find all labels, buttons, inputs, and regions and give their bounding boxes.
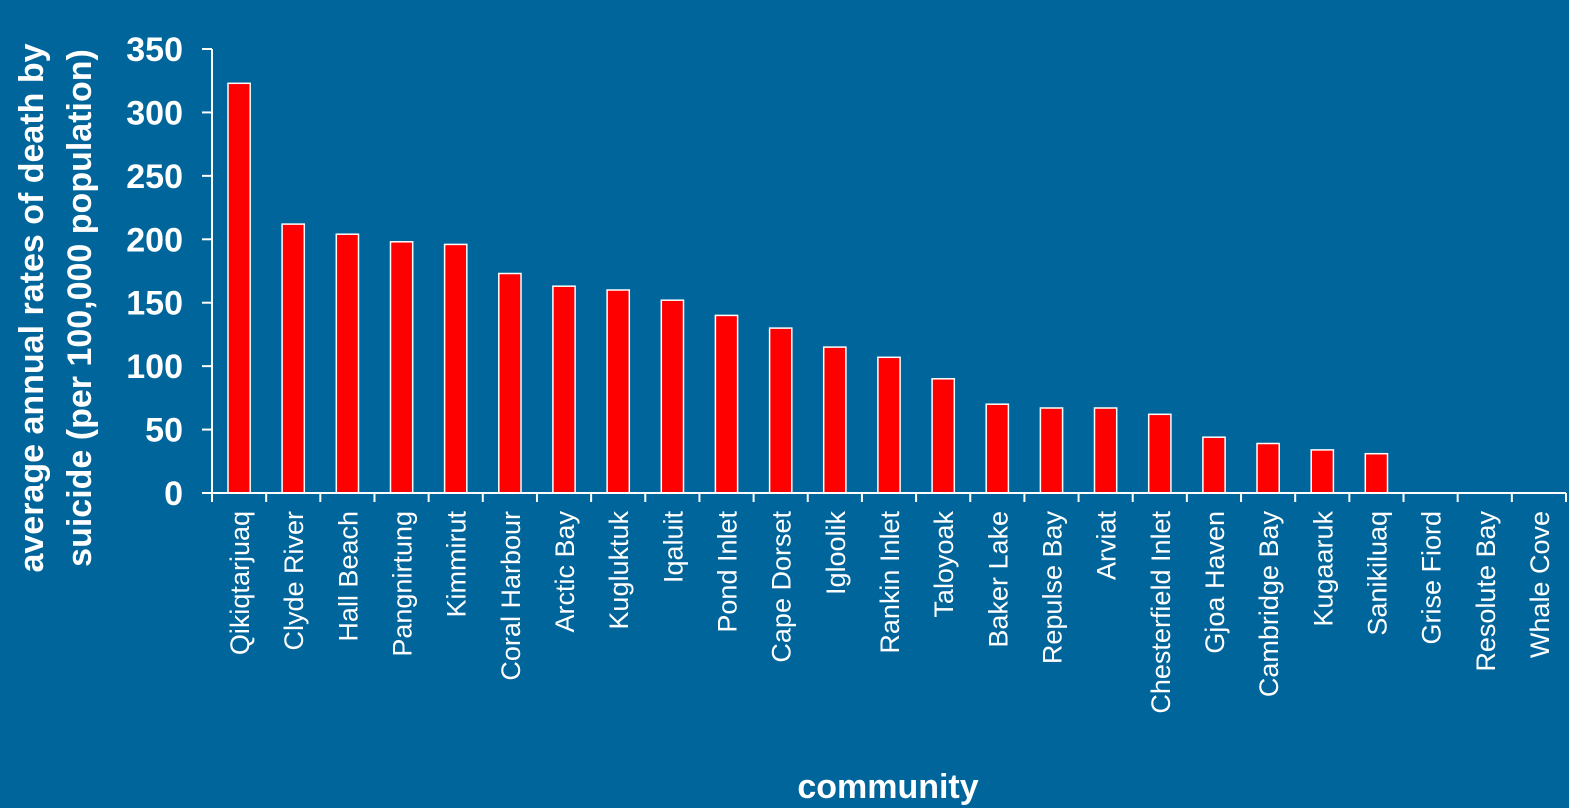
bar-baker-lake [985, 403, 1010, 494]
y-axis-title: average annual rates of death by suicide… [13, 43, 99, 572]
bar-cape-dorset [768, 327, 793, 494]
x-tick-label: Qikiqtarjuaq [225, 511, 255, 655]
y-tick-label: 300 [126, 94, 183, 132]
x-tick-label: Arctic Bay [550, 511, 580, 633]
bar-rankin-inlet [877, 356, 901, 494]
x-tick-label: Cape Dorset [767, 511, 797, 663]
bar-pangnirtung [389, 241, 414, 494]
x-tick-label: Hall Beach [333, 511, 363, 642]
x-axis-title: community [797, 768, 978, 806]
x-tick-label: Pond Inlet [713, 511, 743, 633]
bar-kugluktuk [606, 289, 631, 494]
bar-arctic-bay [552, 285, 576, 494]
x-tick-label: Igloolik [821, 511, 851, 596]
bar-kimmirut [443, 243, 468, 494]
bar-gjoa-haven [1202, 436, 1226, 494]
bar-coral-harbour [498, 272, 522, 494]
bar-qikiqtarjuaq [227, 82, 251, 494]
bar-repulse-bay [1039, 407, 1064, 494]
x-tick-label: Gjoa Haven [1200, 511, 1230, 654]
x-tick-label: Whale Cove [1525, 511, 1555, 658]
x-tick-label: Chesterfield Inlet [1146, 511, 1176, 714]
y-tick-label: 350 [126, 31, 183, 69]
x-tick-label: Kugaaruk [1308, 511, 1338, 627]
bar-kugaaruk [1310, 449, 1335, 494]
x-tick-label: Pangnirtung [388, 511, 418, 657]
x-tick-label: Repulse Bay [1038, 511, 1068, 665]
x-tick-labels: Qikiqtarjuaq Clyde River Hall Beach Pangnir… [225, 511, 1555, 714]
x-tick-label: Taloyoak [929, 511, 959, 618]
x-tick-label: Arviat [1092, 511, 1122, 581]
x-tick-label: Grise Fiord [1417, 511, 1447, 645]
bar-chesterfield-inlet [1147, 413, 1172, 494]
x-tick-label: Cambridge Bay [1254, 511, 1284, 698]
bar-arviat [1093, 407, 1118, 494]
bar-clyde-river [281, 223, 306, 494]
y-tick-label: 100 [126, 348, 183, 386]
y-axis-title-line-2: suicide (per 100,000 population) [61, 49, 99, 567]
x-tick-label: Resolute Bay [1471, 511, 1501, 672]
y-tick-label: 250 [126, 158, 183, 196]
bar-iqaluit [660, 299, 685, 494]
x-tick-label: Iqaluit [658, 511, 688, 584]
x-tick-label: Sanikiluaq [1362, 511, 1392, 636]
y-tick-label: 0 [164, 475, 183, 513]
bar-hall-beach [335, 233, 360, 494]
y-tick-labels: 0 50 100 150 200 250 300 350 [126, 31, 183, 513]
bar-pond-inlet [714, 314, 739, 494]
x-tick-label: Baker Lake [983, 511, 1013, 648]
x-tick-label: Coral Harbour [496, 511, 526, 681]
bar-taloyoak [931, 378, 956, 494]
bars-group [227, 82, 1389, 494]
y-tick-label: 150 [126, 285, 183, 323]
x-tick-label: Kugluktuk [604, 511, 634, 630]
bar-sanikiluaq [1364, 452, 1389, 494]
y-tick-label: 200 [126, 221, 183, 259]
bar-igloolik [822, 346, 847, 494]
x-tick-label: Rankin Inlet [875, 511, 905, 654]
axes-group [202, 48, 1567, 502]
bar-cambridge-bay [1256, 442, 1280, 494]
y-tick-label: 50 [145, 412, 183, 450]
y-axis-title-line-1: average annual rates of death by [13, 43, 51, 572]
x-tick-label: Clyde River [279, 511, 309, 651]
x-tick-label: Kimmirut [442, 511, 472, 618]
